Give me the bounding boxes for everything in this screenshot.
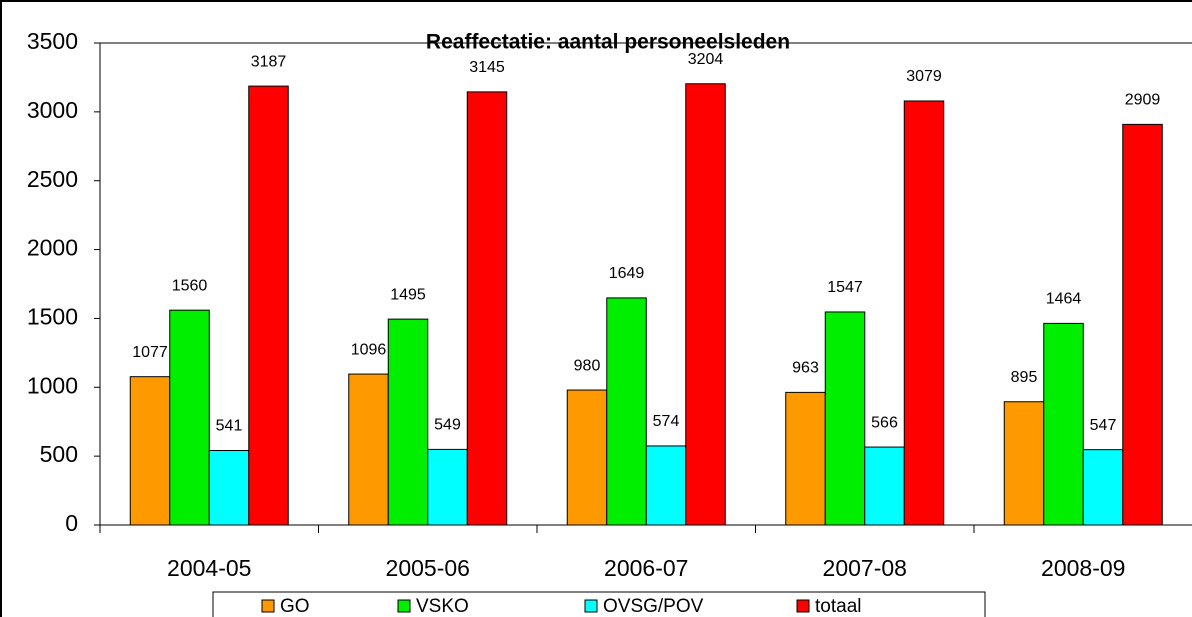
value-label: 541 (216, 418, 243, 435)
bar (606, 297, 647, 526)
value-label: 1495 (390, 286, 426, 303)
value-label: 547 (1090, 417, 1117, 434)
bar (169, 309, 210, 526)
value-label: 2909 (1125, 92, 1161, 109)
value-label: 3204 (688, 51, 724, 68)
bar (248, 85, 289, 526)
y-tick-label: 2000 (27, 235, 78, 261)
x-tick-label: 2007-08 (823, 555, 907, 581)
value-label: 3145 (469, 59, 505, 76)
y-tick-label: 1000 (27, 372, 78, 398)
value-label: 3079 (906, 68, 942, 85)
bar (645, 445, 687, 526)
legend-label: totaal (815, 596, 861, 617)
bar (129, 376, 171, 526)
x-tick-label: 2006-07 (604, 555, 688, 581)
bar (1003, 401, 1045, 526)
legend-label: VSKO (416, 596, 469, 617)
x-tick-label: 2008-09 (1041, 555, 1125, 581)
x-tick-label: 2005-06 (386, 555, 470, 581)
bar (1043, 322, 1084, 526)
bar (824, 311, 866, 526)
y-tick-label: 3000 (27, 97, 78, 123)
chart-title: Reaffectatie: aantal personeelsleden (426, 31, 790, 54)
bar (864, 446, 905, 526)
value-label: 1464 (1046, 291, 1082, 308)
value-label: 895 (1011, 369, 1038, 386)
value-label: 549 (434, 417, 461, 434)
bar (208, 449, 250, 526)
bar (1082, 449, 1124, 526)
bar (903, 100, 945, 526)
value-label: 574 (653, 413, 680, 430)
value-label: 1096 (351, 341, 387, 358)
y-tick-label: 1500 (27, 304, 78, 330)
bar (685, 83, 726, 526)
value-label: 566 (871, 414, 898, 431)
legend-swatch (261, 599, 275, 613)
value-label: 3187 (251, 53, 287, 70)
legend-swatch (397, 599, 411, 613)
value-label: 963 (792, 360, 819, 377)
bar (466, 91, 508, 526)
y-tick-label: 2500 (27, 166, 78, 192)
value-label: 1077 (132, 344, 168, 361)
bar (427, 448, 468, 526)
value-label: 1560 (172, 277, 208, 294)
legend-swatch (796, 599, 810, 613)
legend-box (212, 591, 986, 617)
bar (348, 373, 389, 526)
legend-label: OVSG/POV (603, 596, 704, 617)
x-tick-label: 2004-05 (167, 555, 251, 581)
bar (1122, 123, 1163, 526)
y-tick-label: 3500 (27, 28, 78, 54)
value-label: 980 (574, 357, 601, 374)
legend-swatch (584, 599, 598, 613)
bar (566, 389, 608, 526)
bar (387, 318, 429, 526)
value-label: 1649 (609, 265, 645, 282)
legend-label: GO (280, 596, 310, 617)
y-tick-label: 0 (65, 510, 78, 536)
value-label: 1547 (827, 279, 863, 296)
y-tick-label: 500 (40, 441, 78, 467)
bar (785, 391, 826, 526)
